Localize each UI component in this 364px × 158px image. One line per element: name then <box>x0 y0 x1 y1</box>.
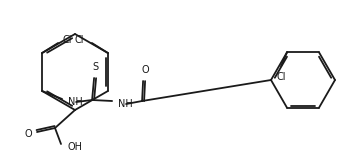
Text: S: S <box>92 62 98 72</box>
Text: Cl: Cl <box>276 72 286 82</box>
Text: OH: OH <box>68 142 83 152</box>
Text: NH: NH <box>118 99 133 109</box>
Text: Cl: Cl <box>62 35 72 45</box>
Text: O: O <box>24 129 32 139</box>
Text: O: O <box>141 65 149 75</box>
Text: NH: NH <box>68 97 83 107</box>
Text: Cl: Cl <box>74 35 84 45</box>
